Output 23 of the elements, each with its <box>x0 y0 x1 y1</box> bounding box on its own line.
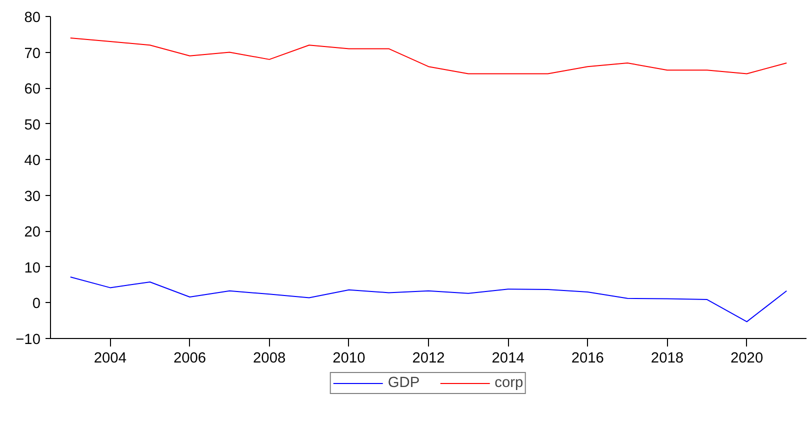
line-series <box>70 276 788 322</box>
legend-label: GDP <box>388 375 420 391</box>
y-tick-label: 50 <box>24 117 41 134</box>
x-tick-label: 2006 <box>173 350 206 366</box>
y-tick-label: 20 <box>24 224 41 241</box>
legend-label: corp <box>494 375 524 391</box>
y-tick-label: 0 <box>32 296 41 312</box>
x-tick-label: 2004 <box>94 350 126 366</box>
line-series <box>70 37 788 74</box>
y-tick-label: 70 <box>24 46 41 62</box>
x-tick-label: 2008 <box>253 350 286 366</box>
x-tick-label: 2016 <box>571 350 604 366</box>
x-tick-label: 2012 <box>412 350 445 366</box>
y-tick-label: −10 <box>16 332 41 348</box>
x-tick-label: 2020 <box>730 350 764 366</box>
x-tick-label: 2014 <box>492 350 524 366</box>
x-tick-label: 2010 <box>332 350 366 366</box>
x-tick-label: 2018 <box>650 350 684 366</box>
y-tick-label: 80 <box>24 10 41 26</box>
y-tick-label: 10 <box>24 260 41 276</box>
y-tick-label: 60 <box>24 82 41 98</box>
y-tick-label: 30 <box>24 188 41 205</box>
y-tick-label: 40 <box>24 153 41 170</box>
